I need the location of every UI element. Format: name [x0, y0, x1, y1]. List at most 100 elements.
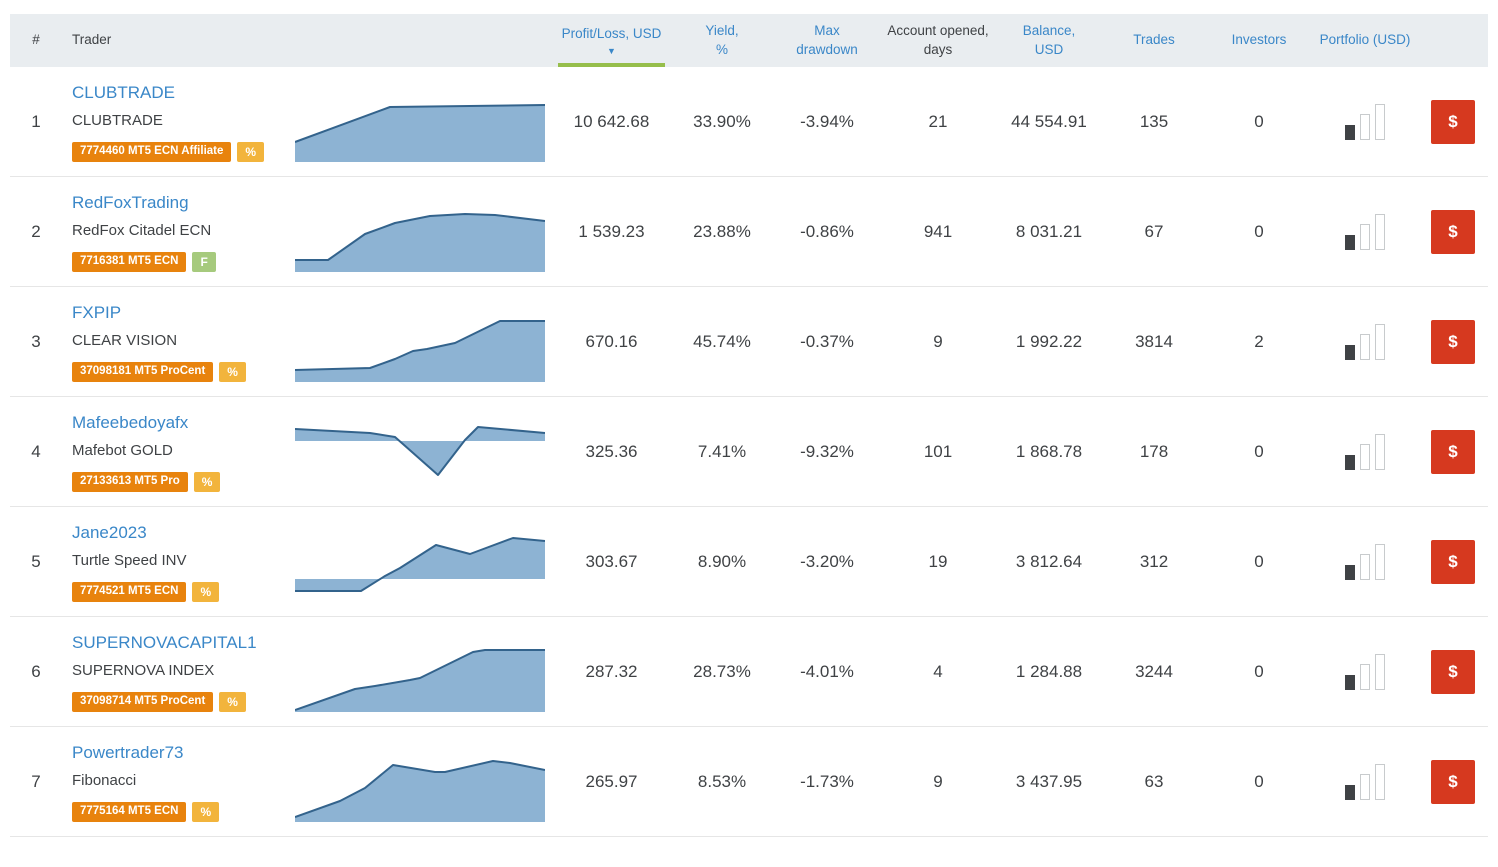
- account-opened-value: 101: [923, 441, 953, 461]
- trader-strategy-name: Mafebot GOLD: [72, 442, 173, 459]
- sparkline-svg: [295, 213, 545, 272]
- action-cell: $: [1418, 397, 1488, 506]
- badge-row: 7774460 MT5 ECN Affiliate %: [72, 142, 265, 162]
- rank-number: 6: [31, 661, 41, 681]
- trader-strategy-name: RedFox Citadel ECN: [72, 222, 212, 239]
- bar-small: [1345, 454, 1355, 470]
- invest-button[interactable]: $: [1431, 649, 1475, 694]
- max-drawdown-value: -0.37%: [800, 331, 854, 351]
- bar-small: [1345, 344, 1355, 360]
- column-header-investors[interactable]: Investors: [1231, 32, 1287, 48]
- sort-desc-icon: ▼: [607, 45, 616, 56]
- portfolio-bars-icon[interactable]: [1345, 433, 1385, 470]
- bar-large: [1375, 653, 1385, 690]
- portfolio-cell: [1312, 727, 1418, 836]
- column-header-portfolio[interactable]: Portfolio (USD): [1319, 32, 1411, 48]
- rank-number: 1: [31, 111, 41, 131]
- bar-small: [1345, 564, 1355, 580]
- portfolio-bars-icon[interactable]: [1345, 763, 1385, 800]
- portfolio-cell: [1312, 507, 1418, 616]
- invest-button[interactable]: $: [1431, 759, 1475, 804]
- portfolio-bars-icon[interactable]: [1345, 323, 1385, 360]
- column-header-account-opened: Account opened, days: [887, 23, 989, 57]
- trades-value: 3244: [1135, 661, 1173, 681]
- extra-badge: %: [192, 802, 220, 822]
- trader-strategy-name: SUPERNOVA INDEX: [72, 662, 215, 679]
- trader-name-link[interactable]: SUPERNOVACAPITAL1: [72, 633, 257, 652]
- portfolio-bars-icon[interactable]: [1345, 543, 1385, 580]
- table-row: 2 RedFoxTrading RedFox Citadel ECN 77163…: [10, 177, 1488, 287]
- bar-small: [1345, 784, 1355, 800]
- trader-name-link[interactable]: RedFoxTrading: [72, 193, 189, 212]
- trader-cell: FXPIP CLEAR VISION 37098181 MT5 ProCent …: [62, 287, 295, 396]
- action-cell: $: [1418, 177, 1488, 286]
- yield-value: 28.73%: [693, 661, 751, 681]
- portfolio-bars-icon[interactable]: [1345, 213, 1385, 250]
- bar-medium: [1360, 773, 1370, 800]
- badge-row: 7775164 MT5 ECN %: [72, 802, 220, 822]
- table-row: 4 Mafeebedoyafx Mafebot GOLD 27133613 MT…: [10, 397, 1488, 507]
- sparkline-svg: [295, 760, 545, 822]
- max-drawdown-value: -9.32%: [800, 441, 854, 461]
- account-badge: 7775164 MT5 ECN: [72, 802, 187, 822]
- action-cell: $: [1418, 67, 1488, 176]
- badge-row: 37098714 MT5 ProCent %: [72, 692, 246, 712]
- bar-small: [1345, 234, 1355, 250]
- equity-sparkline-chart: [295, 177, 553, 286]
- portfolio-cell: [1312, 287, 1418, 396]
- yield-value: 23.88%: [693, 221, 751, 241]
- column-header-profit-loss[interactable]: Profit/Loss, USD ▼: [553, 14, 670, 67]
- column-header-trader: Trader: [72, 32, 112, 48]
- balance-value: 1 868.78: [1015, 441, 1083, 461]
- account-opened-value: 21: [928, 111, 948, 131]
- trader-cell: Mafeebedoyafx Mafebot GOLD 27133613 MT5 …: [62, 397, 295, 506]
- portfolio-bars-icon[interactable]: [1345, 653, 1385, 690]
- max-drawdown-value: -3.20%: [800, 551, 854, 571]
- column-header-trades[interactable]: Trades: [1133, 32, 1175, 48]
- equity-sparkline-chart: [295, 67, 553, 176]
- bar-large: [1375, 103, 1385, 140]
- trader-name-link[interactable]: Powertrader73: [72, 743, 184, 762]
- invest-button[interactable]: $: [1431, 319, 1475, 364]
- sparkline-svg: [295, 320, 545, 382]
- invest-button[interactable]: $: [1431, 209, 1475, 254]
- portfolio-cell: [1312, 177, 1418, 286]
- trades-value: 3814: [1135, 331, 1173, 351]
- portfolio-cell: [1312, 397, 1418, 506]
- trader-cell: Powertrader73 Fibonacci 7775164 MT5 ECN …: [62, 727, 295, 836]
- account-badge: 37098714 MT5 ProCent: [72, 692, 214, 712]
- bar-medium: [1360, 443, 1370, 470]
- trader-cell: Jane2023 Turtle Speed INV 7774521 MT5 EC…: [62, 507, 295, 616]
- trader-strategy-name: CLUBTRADE: [72, 112, 163, 129]
- trader-cell: CLUBTRADE CLUBTRADE 7774460 MT5 ECN Affi…: [62, 67, 295, 176]
- trader-name-link[interactable]: Jane2023: [72, 523, 147, 542]
- column-header-yield[interactable]: Yield, %: [705, 23, 739, 57]
- extra-badge: %: [193, 472, 221, 492]
- rank-number: 2: [31, 221, 41, 241]
- yield-value: 33.90%: [693, 111, 751, 131]
- invest-button[interactable]: $: [1431, 99, 1475, 144]
- bar-medium: [1360, 223, 1370, 250]
- equity-sparkline-chart: [295, 507, 553, 616]
- column-header-max-drawdown[interactable]: Max drawdown: [796, 23, 858, 57]
- action-cell: $: [1418, 507, 1488, 616]
- account-badge: 7774521 MT5 ECN: [72, 582, 187, 602]
- trader-name-link[interactable]: CLUBTRADE: [72, 83, 175, 102]
- profit-loss-value: 670.16: [585, 331, 638, 351]
- profit-loss-value: 325.36: [585, 441, 638, 461]
- column-header-balance[interactable]: Balance, USD: [1022, 23, 1076, 57]
- investors-value: 0: [1254, 111, 1264, 131]
- bar-medium: [1360, 663, 1370, 690]
- portfolio-bars-icon[interactable]: [1345, 103, 1385, 140]
- account-opened-value: 9: [933, 771, 943, 791]
- invest-button[interactable]: $: [1431, 429, 1475, 474]
- trader-name-link[interactable]: FXPIP: [72, 303, 122, 322]
- trader-name-link[interactable]: Mafeebedoyafx: [72, 413, 189, 432]
- equity-sparkline-chart: [295, 617, 553, 726]
- trades-value: 135: [1139, 111, 1169, 131]
- trader-cell: RedFoxTrading RedFox Citadel ECN 7716381…: [62, 177, 295, 286]
- extra-badge: %: [219, 692, 246, 712]
- max-drawdown-value: -0.86%: [800, 221, 854, 241]
- invest-button[interactable]: $: [1431, 539, 1475, 584]
- extra-badge: %: [192, 582, 220, 602]
